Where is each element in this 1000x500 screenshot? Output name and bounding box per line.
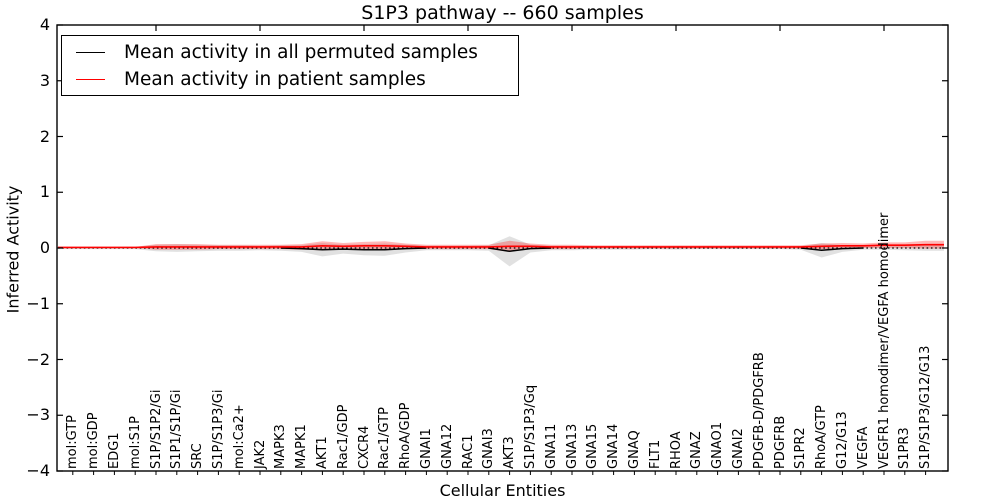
x-tick-label: EDG1: [106, 432, 122, 469]
x-tick-label: MAPK1: [294, 424, 310, 469]
y-tick-label: 1: [39, 182, 50, 201]
legend: Mean activity in all permuted samples Me…: [61, 35, 519, 96]
permuted-std-band: [58, 236, 944, 267]
x-tick-label: GNAZ: [689, 431, 705, 469]
x-tick-label: GNA12: [439, 423, 455, 469]
x-tick-label: RhoA/GDP: [398, 402, 414, 469]
permuted-mean-dip: [280, 247, 427, 251]
x-tick-label: FLT1: [647, 439, 663, 469]
y-tick-label: 2: [39, 127, 50, 146]
y-tick-label: −1: [26, 294, 50, 313]
x-tick-label: GNA15: [585, 423, 601, 469]
x-tick-label: GNAQ: [626, 430, 642, 469]
x-tick-label: JAK2: [252, 439, 268, 469]
x-tick-label: mol:Ca2+: [231, 404, 247, 469]
x-tick-label: Rac1/GDP: [335, 404, 351, 469]
x-tick-label: Rac1/GTP: [377, 407, 393, 469]
x-tick-label: mol:S1P: [127, 416, 143, 469]
x-tick-label: CXCR4: [356, 425, 372, 469]
black-line-swatch: [76, 51, 105, 53]
x-tick-label: S1P/S1P3/Gq: [522, 384, 538, 469]
permuted-mean-dip: [800, 247, 864, 251]
y-tick-label: −2: [26, 350, 50, 369]
x-tick-label: GNA13: [564, 423, 580, 469]
x-tick-label: AKT3: [502, 436, 518, 469]
x-tick-label: mol:GDP: [86, 412, 102, 469]
x-tick-label: RAC1: [460, 434, 476, 469]
x-tick-label: AKT1: [314, 436, 330, 469]
y-tick-label: 0: [39, 238, 50, 257]
x-tick-label: G12/G13: [834, 411, 850, 469]
x-tick-label: VEGFA: [855, 426, 871, 469]
x-tick-label: RHOA: [668, 431, 684, 469]
x-tick-label: GNAI2: [730, 428, 746, 469]
x-tick-label: GNA14: [606, 423, 622, 469]
x-tick-label: GNAO1: [710, 422, 726, 469]
x-tick-label: GNA11: [543, 423, 559, 469]
x-axis-label: Cellular Entities: [439, 481, 566, 500]
legend-entry-patient: Mean activity in patient samples: [62, 69, 518, 90]
y-tick-label: 4: [39, 15, 50, 34]
x-tick-label: S1P/S1P3/Gi: [210, 389, 226, 469]
x-tick-label: S1P1/S1P/Gi: [169, 389, 185, 469]
x-tick-label: S1P/S1P2/Gi: [148, 389, 164, 469]
x-tick-label: SRC: [190, 443, 206, 469]
x-tick-label: GNAI3: [481, 428, 497, 469]
x-tick-label: S1P/S1P3/G12/G13: [918, 345, 934, 469]
red-line-swatch: [76, 78, 105, 80]
patient-mean-line: [58, 243, 944, 249]
x-tick-label: S1PR3: [897, 427, 913, 469]
legend-label: Mean activity in all permuted samples: [124, 41, 478, 63]
legend-entry-permuted: Mean activity in all permuted samples: [62, 42, 518, 63]
x-tick-label: GNAI1: [418, 428, 434, 469]
x-tick-label: MAPK3: [273, 424, 289, 469]
permuted-mean-dip: [488, 247, 552, 253]
x-tick-label: mol:GTP: [65, 415, 81, 469]
x-tick-label: PDGFB-D/PDGFRB: [751, 352, 767, 469]
x-tick-label: PDGFRB: [772, 415, 788, 469]
x-tick-label: VEGFR1 homodimer/VEGFA homodimer: [876, 212, 892, 469]
y-tick-label: −4: [26, 461, 50, 480]
chart-title: S1P3 pathway -- 660 samples: [361, 2, 644, 24]
x-tick-label: S1PR2: [793, 427, 809, 469]
legend-label: Mean activity in patient samples: [124, 68, 426, 90]
y-tick-label: −3: [26, 405, 50, 424]
x-tick-label: RhoA/GTP: [814, 405, 830, 469]
y-tick-label: 3: [39, 71, 50, 90]
